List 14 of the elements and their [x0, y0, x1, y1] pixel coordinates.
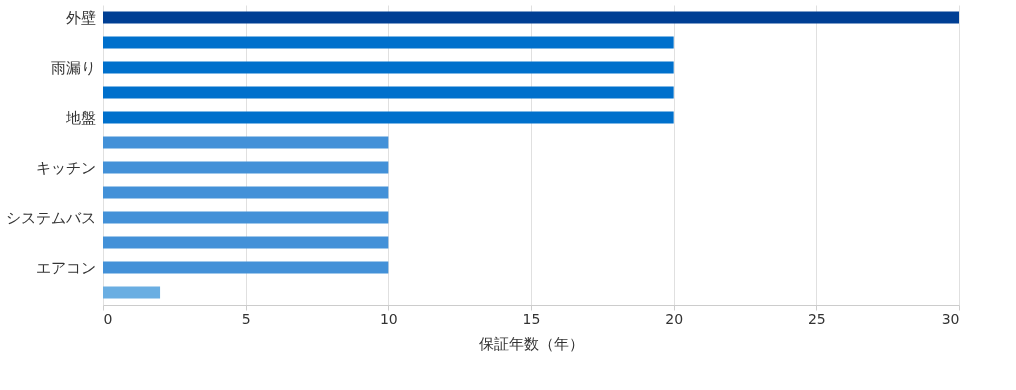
y-tick-label: エアコン	[35, 258, 96, 277]
y-tick-label: キッチン	[35, 158, 96, 177]
x-tick-label: 5	[241, 310, 251, 327]
y-tick-label: 地盤	[64, 108, 96, 127]
x-tick-label: 30	[941, 310, 960, 327]
x-tick-label: 20	[665, 310, 684, 327]
y-tick-label: システムバス	[5, 208, 96, 227]
y-tick-label: 外壁	[65, 8, 96, 27]
x-tick-label: 10	[379, 310, 398, 327]
y-tick-label: 雨漏り	[50, 58, 96, 77]
x-tick-label: 15	[522, 310, 541, 327]
x-axis-title: 保証年数（年）	[479, 334, 584, 353]
x-tick-label: 0	[103, 310, 113, 327]
x-tick-label: 25	[807, 310, 826, 327]
